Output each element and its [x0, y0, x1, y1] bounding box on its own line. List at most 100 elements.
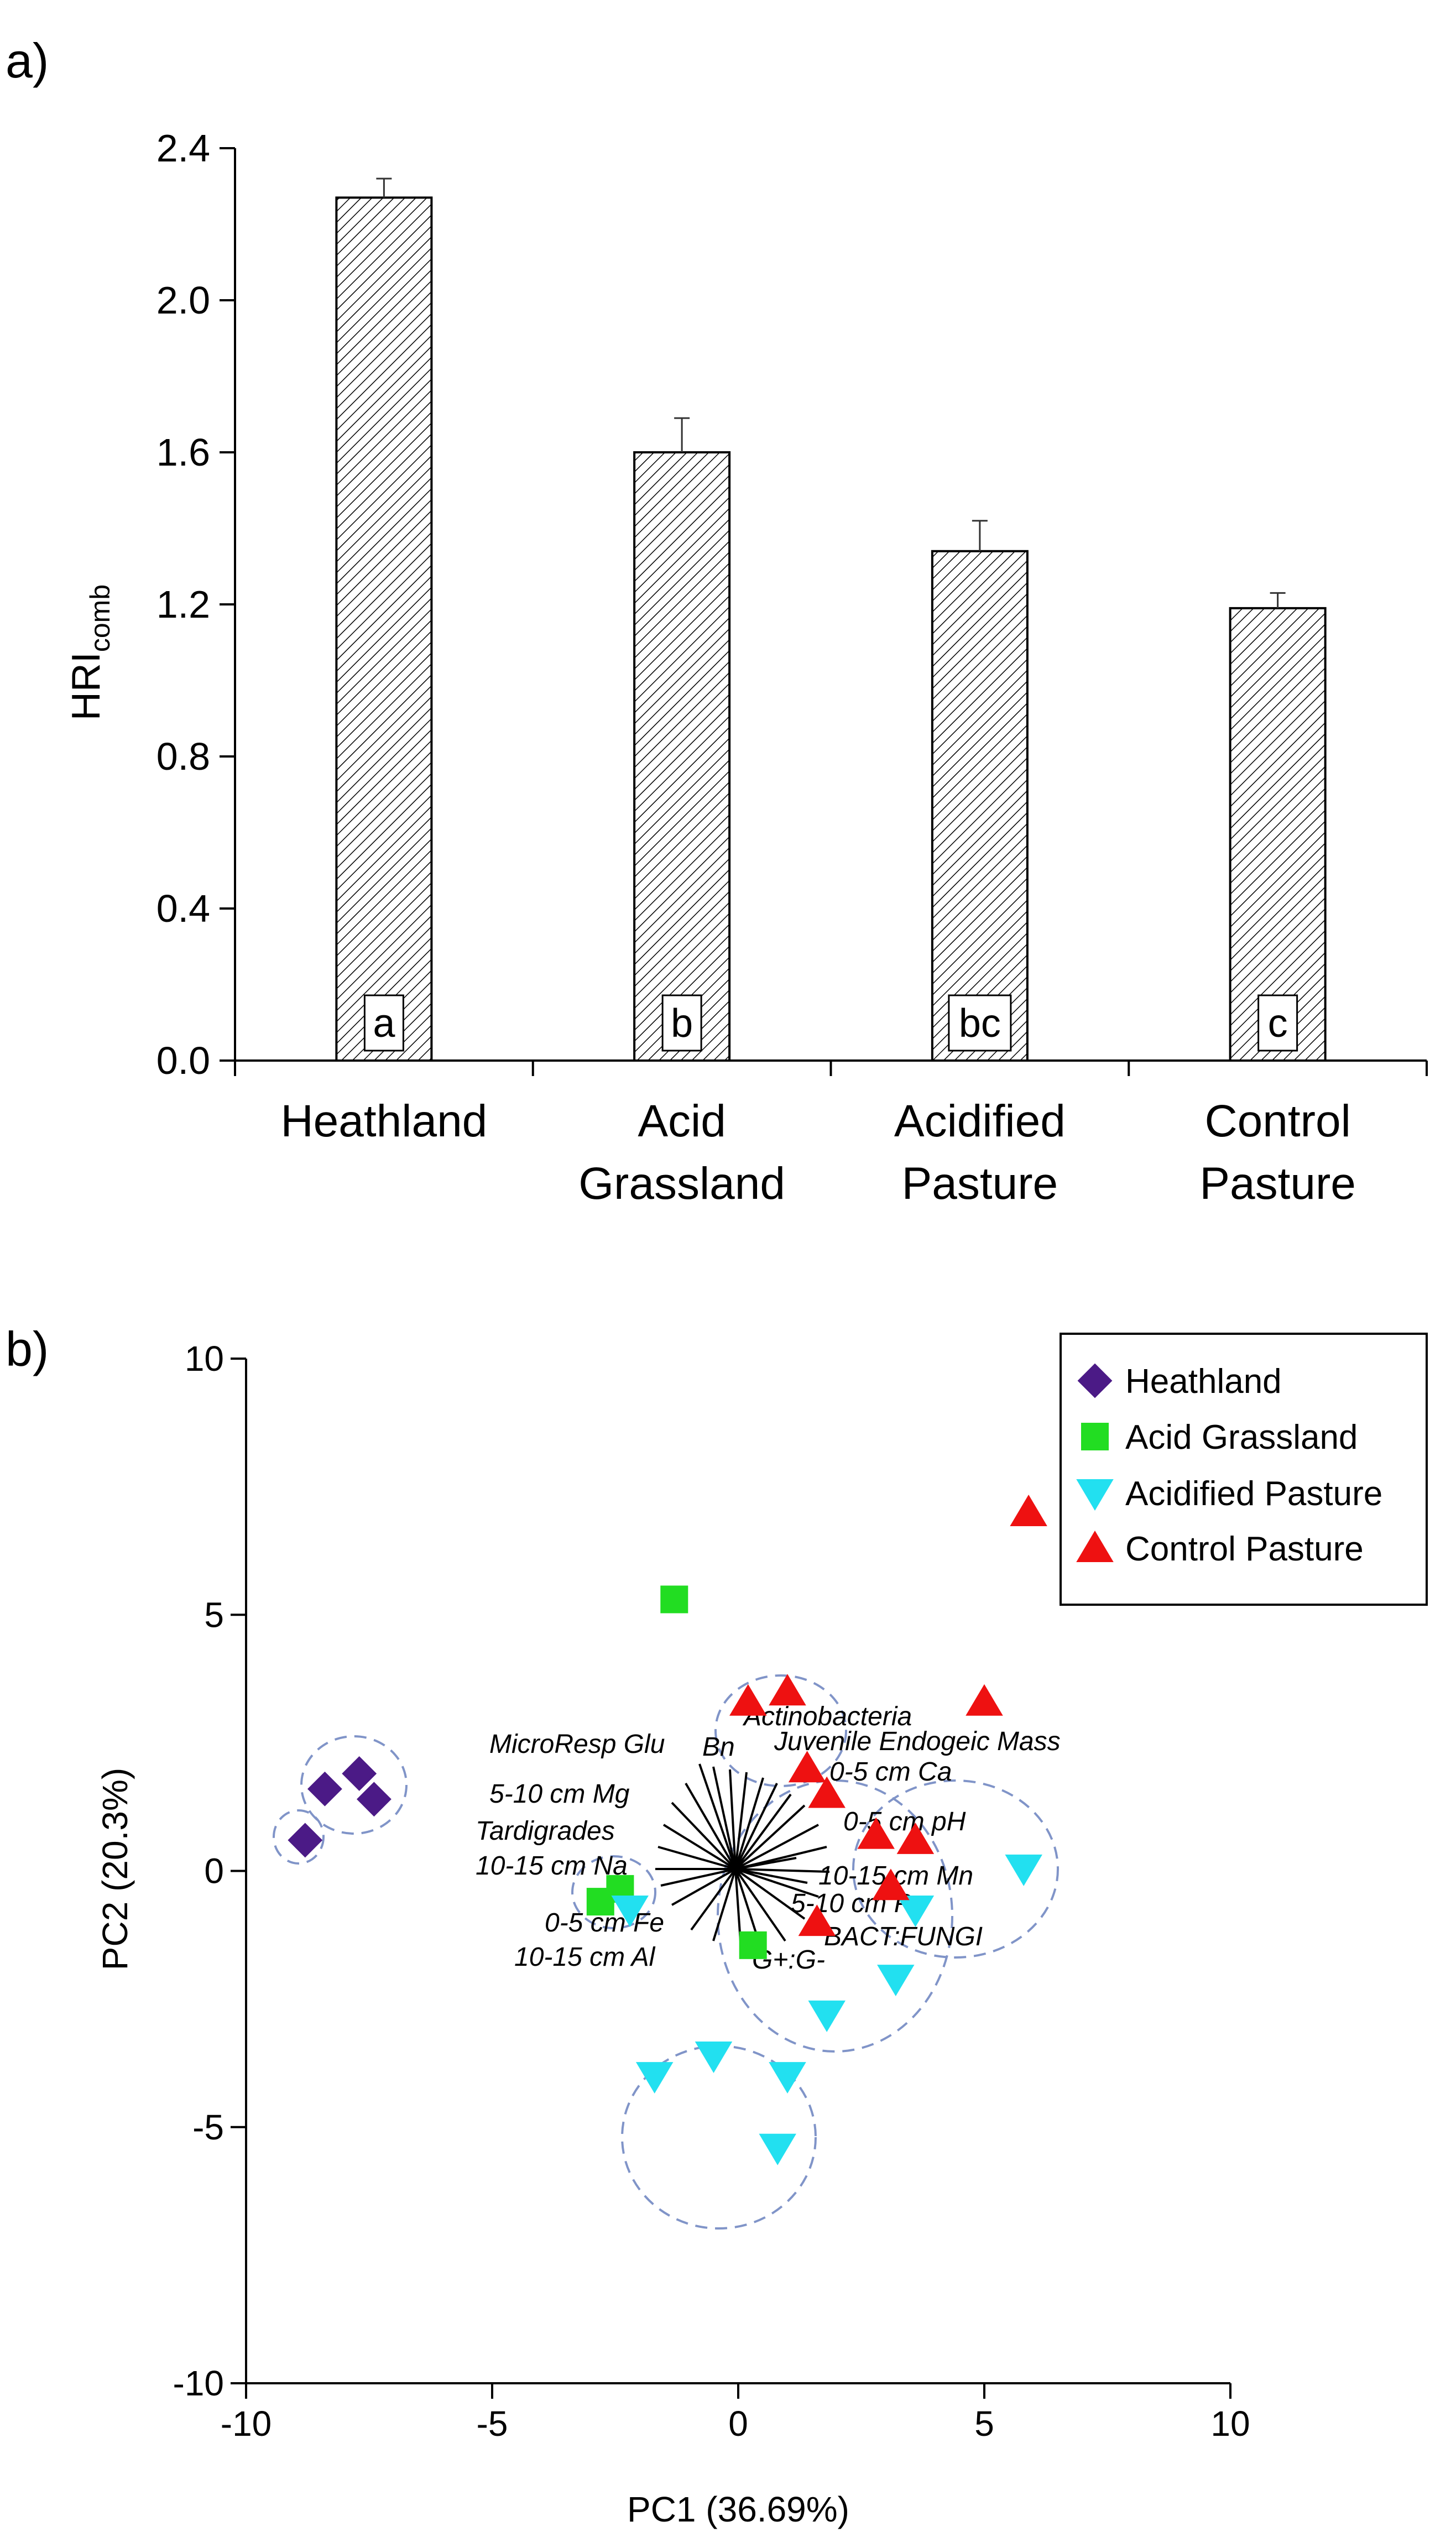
vector-label-bact-fungi: BACT:FUNGI — [824, 1922, 983, 1951]
vector-label-al: 10-15 cm Al — [514, 1943, 656, 1972]
bar — [633, 451, 731, 1062]
panel-a-label: a) — [6, 33, 49, 88]
loading-vector — [735, 1868, 830, 1873]
group-ellipse — [273, 1809, 325, 1865]
point-acid-grassland — [660, 1585, 688, 1614]
loading-vector — [712, 1868, 737, 1941]
loading-vector — [698, 1763, 737, 1870]
legend: Heathland Acid Grassland Acidified Pasture… — [1060, 1333, 1428, 1606]
significance-letter: c — [1268, 1001, 1288, 1046]
vector-label-ph: 0-5 cm pH — [843, 1807, 966, 1836]
point-acidified-pasture — [1005, 1854, 1042, 1886]
point-acidified-pasture — [695, 2042, 733, 2074]
loading-vector — [734, 1804, 806, 1870]
bar — [1229, 607, 1327, 1062]
point-acidified-pasture — [877, 1965, 915, 1997]
group-ellipse — [852, 1779, 1059, 1959]
point-heathland — [356, 1782, 392, 1817]
bar-y-tick-label: 2.0 — [156, 279, 210, 322]
vector-label-na: 10-15 cm Na — [476, 1851, 628, 1881]
pca-x-tick-label: -5 — [477, 2404, 508, 2444]
significance-letter: a — [373, 1001, 395, 1046]
pca-x-tick-label: -10 — [221, 2404, 272, 2444]
pca-x-axis-title: PC1 (36.69%) — [627, 2489, 849, 2529]
point-acidified-pasture — [635, 2062, 674, 2094]
loading-vector — [729, 1769, 737, 1870]
point-acid-grassland — [586, 1888, 614, 1916]
bar-category-label: Acidified — [894, 1096, 1066, 1146]
significance-letter-box — [363, 994, 404, 1052]
panel-b-label: b) — [6, 1322, 49, 1376]
legend-label-heathland: Heathland — [1125, 1362, 1282, 1401]
legend-label-control-pasture: Control Pasture — [1125, 1530, 1364, 1568]
bar-y-tick-label: 1.2 — [156, 583, 210, 626]
pca-y-axis-title: PC2 (20.3%) — [95, 1768, 135, 1970]
significance-letter-box — [1257, 994, 1298, 1052]
significance-letter: bc — [959, 1001, 1001, 1046]
loading-vector — [734, 1868, 786, 1942]
pca-y-tick-label: -5 — [192, 2107, 224, 2147]
group-ellipse — [571, 1855, 656, 1929]
loading-vector — [685, 1782, 737, 1870]
point-heathland — [307, 1771, 342, 1807]
point-control-pasture — [872, 1868, 910, 1901]
loading-vector — [660, 1868, 736, 1887]
bar-category-label: Grassland — [578, 1158, 785, 1209]
pca-panel: b) PC2 (20.3%) PC1 (36.69%) -10 -5 0 5 10 -1… — [6, 1322, 1428, 2529]
vector-label-bn: Bn — [702, 1732, 735, 1762]
pca-x-tick-label: 10 — [1210, 2404, 1250, 2444]
point-acidified-pasture — [808, 2000, 846, 2032]
vector-label-actinobacteria: Actinobacteria — [742, 1702, 912, 1731]
vector-label-ca: 0-5 cm Ca — [829, 1757, 952, 1787]
bar-y-tick-label: 0.0 — [156, 1039, 210, 1082]
group-ellipse — [717, 1779, 953, 2053]
group-ellipse — [300, 1735, 408, 1835]
bar-category-label: Heathland — [280, 1096, 487, 1146]
bar-category-label: Pasture — [1199, 1158, 1356, 1209]
bar-y-tick-label: 0.8 — [156, 735, 210, 778]
loading-vector — [734, 1793, 792, 1870]
legend-label-acid-grassland: Acid Grassland — [1125, 1418, 1358, 1456]
bar-y-axis-title-main: HRI — [64, 652, 108, 721]
bar-y-tick-label: 0.4 — [156, 887, 210, 930]
point-control-pasture — [896, 1822, 935, 1854]
loading-vector — [734, 1772, 748, 1870]
bar-category-label: Acid — [638, 1096, 726, 1146]
loading-vector — [735, 1868, 819, 1898]
bar-y-axis-title-sub: comb — [85, 584, 116, 652]
point-acidified-pasture — [611, 1895, 649, 1927]
point-control-pasture — [798, 1904, 836, 1936]
loading-vector — [657, 1846, 736, 1870]
point-heathland — [288, 1823, 323, 1858]
bar-chart-panel: a) HRIcomb 0.0 0.4 0.8 1.2 1.6 2.0 2.4 a b bc c H… — [6, 33, 1428, 1209]
bar-y-tick-label: 1.6 — [156, 431, 210, 474]
loading-vector — [734, 1783, 778, 1870]
pca-y-tick-label: 0 — [204, 1851, 224, 1891]
point-acidified-pasture — [896, 1895, 935, 1927]
legend-marker-acidified-pasture — [1076, 1479, 1114, 1511]
loading-vector — [735, 1857, 797, 1870]
legend-label-acidified-pasture: Acidified Pasture — [1125, 1475, 1382, 1513]
point-control-pasture — [966, 1684, 1003, 1716]
pca-y-tick-label: 10 — [185, 1339, 224, 1379]
point-control-pasture — [729, 1684, 767, 1716]
legend-box — [1060, 1333, 1428, 1606]
point-acid-grassland — [739, 1931, 767, 1959]
legend-marker-acid-grassland — [1081, 1423, 1109, 1450]
loading-vector — [735, 1868, 808, 1884]
group-ellipse — [714, 1674, 847, 1787]
legend-marker-heathland — [1077, 1363, 1113, 1398]
loading-vector — [662, 1824, 737, 1870]
point-heathland — [342, 1756, 377, 1791]
legend-marker-control-pasture — [1076, 1531, 1114, 1562]
pca-x-tick-label: 0 — [728, 2404, 748, 2444]
bar — [335, 196, 433, 1062]
point-control-pasture — [808, 1776, 846, 1808]
loading-vector — [735, 1824, 819, 1870]
pca-y-tick-label: 5 — [204, 1595, 224, 1635]
loading-vector — [671, 1868, 736, 1906]
significance-letter: b — [671, 1001, 693, 1046]
loading-vector — [734, 1777, 764, 1870]
bar-category-label: Pasture — [902, 1158, 1058, 1209]
